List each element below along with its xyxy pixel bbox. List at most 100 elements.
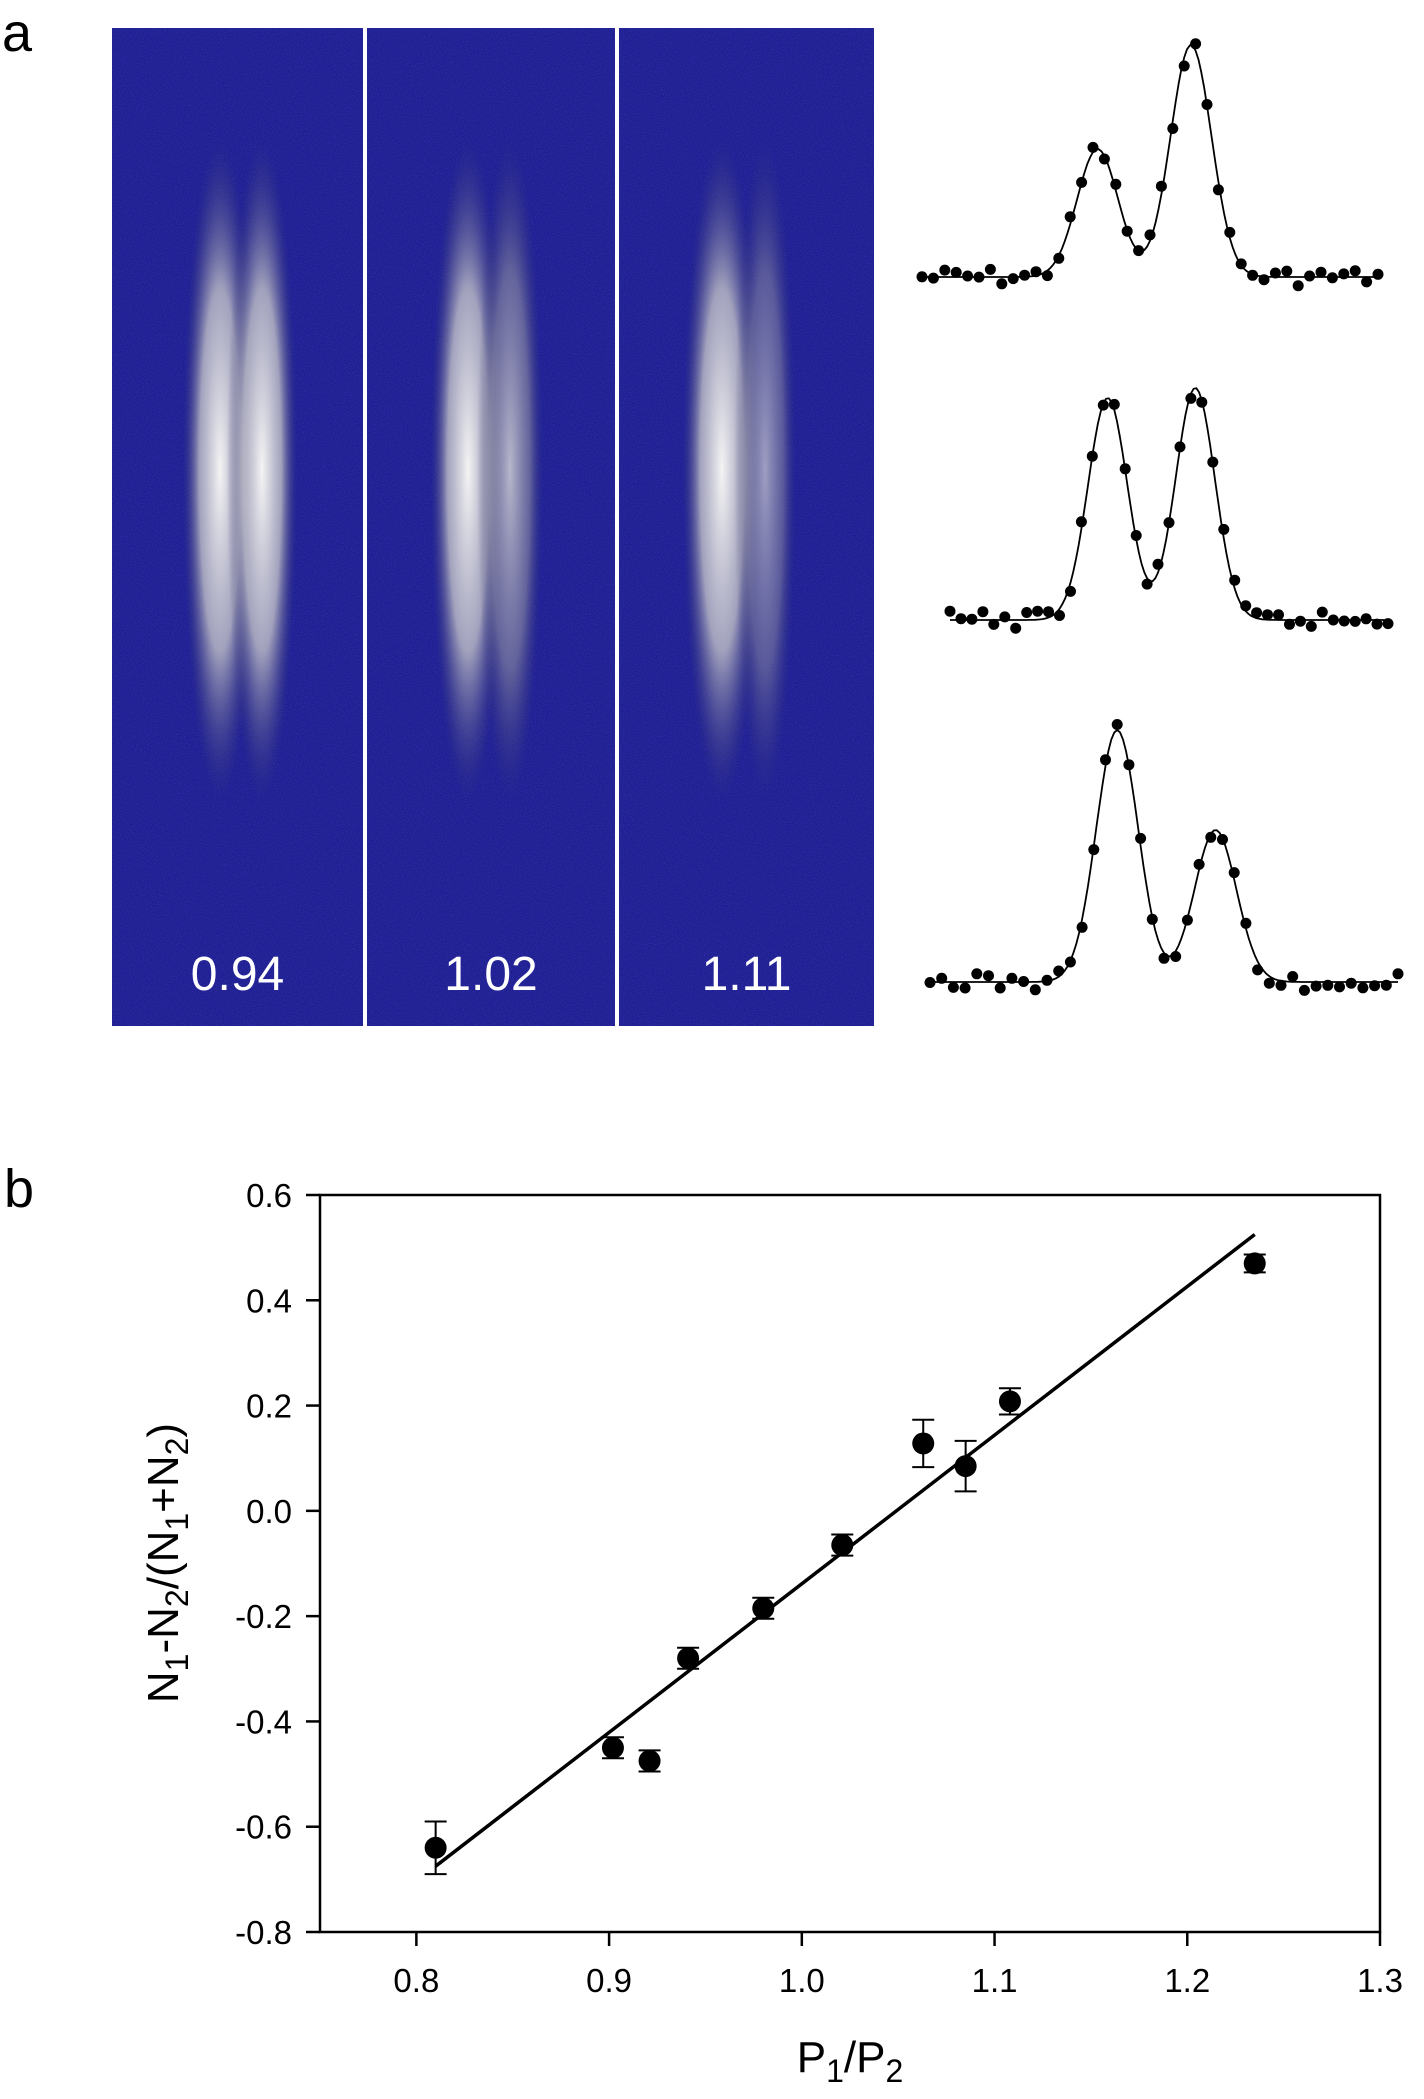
profile-point — [1064, 956, 1076, 968]
profile-point — [962, 270, 974, 282]
profile-point — [1065, 585, 1076, 597]
y-title-part: +N — [139, 1455, 188, 1512]
profile-point — [1201, 99, 1213, 110]
y-tick-label: -0.2 — [235, 1598, 292, 1635]
profile-point — [1053, 965, 1065, 977]
profile-point — [936, 972, 948, 984]
profile-point — [994, 982, 1006, 994]
y-tick-label: 0.0 — [246, 1493, 292, 1530]
profile-point — [988, 618, 1000, 630]
profile-point — [1326, 272, 1338, 284]
profile-point — [996, 278, 1008, 290]
profile-point — [916, 271, 928, 283]
profile-point — [1275, 979, 1287, 991]
image-label-2: 1.02 — [444, 948, 537, 1001]
profile-point — [1292, 280, 1304, 292]
profile-point — [1123, 759, 1135, 771]
data-series — [424, 1233, 1266, 1876]
profile-point — [1193, 858, 1205, 870]
profile-fit-curve-1 — [922, 44, 1378, 278]
profile-point — [1304, 270, 1316, 282]
x-tick-label: 1.0 — [779, 1962, 825, 1999]
profile-point — [1240, 917, 1252, 929]
profile-point — [971, 968, 983, 980]
profile-point — [1322, 979, 1334, 991]
profile-point — [1029, 984, 1041, 996]
profile-point — [1007, 273, 1019, 285]
profile-point — [1021, 607, 1033, 618]
atom-cloud-3-2 — [734, 140, 796, 800]
profile-point — [924, 977, 936, 988]
x-axis-ticks: 0.8 0.9 1.0 1.1 1.2 1.3 — [393, 1932, 1403, 1999]
profile-point — [1196, 396, 1208, 408]
profile-point — [927, 272, 939, 284]
profile-point — [1087, 141, 1099, 153]
profile-point — [1086, 450, 1098, 462]
y-title-part: 1 — [159, 1654, 195, 1672]
profile-point — [1247, 269, 1259, 281]
data-point — [677, 1647, 700, 1670]
profile-point — [1100, 754, 1111, 766]
profile-point — [1010, 622, 1022, 634]
profile-point — [1108, 398, 1120, 410]
profile-point — [1185, 392, 1197, 404]
data-point — [831, 1534, 854, 1557]
profile-point — [1349, 615, 1361, 627]
profile-point — [1228, 867, 1240, 879]
profile-point — [1190, 38, 1202, 50]
profile-point — [1155, 180, 1167, 192]
profile-point — [1053, 252, 1065, 264]
data-point — [638, 1749, 661, 1772]
profile-point — [1273, 609, 1284, 621]
y-tick-label: 0.2 — [246, 1388, 292, 1425]
y-tick-label: 0.6 — [246, 1177, 292, 1214]
y-tick-label: -0.4 — [235, 1703, 292, 1740]
profile-point — [1207, 456, 1219, 468]
x-tick-label: 1.3 — [1357, 1962, 1403, 1999]
data-point — [424, 1836, 447, 1859]
data-point — [601, 1736, 624, 1759]
profile-point — [1178, 60, 1190, 72]
profile-point — [1152, 558, 1164, 570]
profile-point — [1133, 245, 1145, 257]
profile-point — [1054, 610, 1065, 621]
profile-point — [955, 613, 967, 625]
profile-point — [1170, 951, 1182, 962]
profile-point — [1174, 441, 1186, 453]
profile-point — [1357, 982, 1369, 994]
profile-fit-curve-3 — [930, 728, 1398, 983]
profile-point — [1041, 974, 1053, 986]
profile-point — [973, 271, 985, 283]
profile-point — [1305, 620, 1317, 632]
profile-point — [1327, 614, 1339, 626]
profile-point — [1030, 266, 1042, 278]
y-tick-label: -0.6 — [235, 1809, 292, 1846]
profile-point — [1310, 980, 1322, 992]
profile-point — [1181, 914, 1193, 926]
profile-point — [1258, 274, 1270, 286]
profile-point — [1287, 971, 1299, 982]
profile-point — [1205, 831, 1217, 843]
profile-point — [1349, 265, 1361, 277]
profile-point — [1371, 618, 1383, 630]
image-label-1: 0.94 — [191, 948, 284, 1001]
profile-point — [939, 264, 951, 276]
density-profiles — [916, 38, 1404, 996]
atom-cloud-2-2 — [477, 140, 543, 800]
profile-point — [950, 266, 962, 278]
profile-fit-curve-2 — [950, 387, 1388, 621]
profile-point — [1088, 844, 1100, 856]
y-tick-label: -0.8 — [235, 1914, 292, 1951]
profile-point — [959, 982, 971, 994]
profile-point — [1315, 266, 1327, 278]
profile-point — [1240, 600, 1252, 612]
y-title-part: /(N — [139, 1531, 188, 1590]
y-axis-ticks: 0.6 0.4 0.2 0.0 -0.2 -0.4 -0.6 -0.8 — [235, 1177, 320, 1951]
profile-point — [1144, 229, 1156, 241]
data-point — [998, 1390, 1021, 1413]
profile-point — [1252, 964, 1264, 976]
profile-point — [1041, 270, 1053, 282]
panel-b-label: b — [4, 1159, 35, 1219]
profile-point — [1361, 276, 1373, 288]
profile-point — [944, 605, 956, 617]
